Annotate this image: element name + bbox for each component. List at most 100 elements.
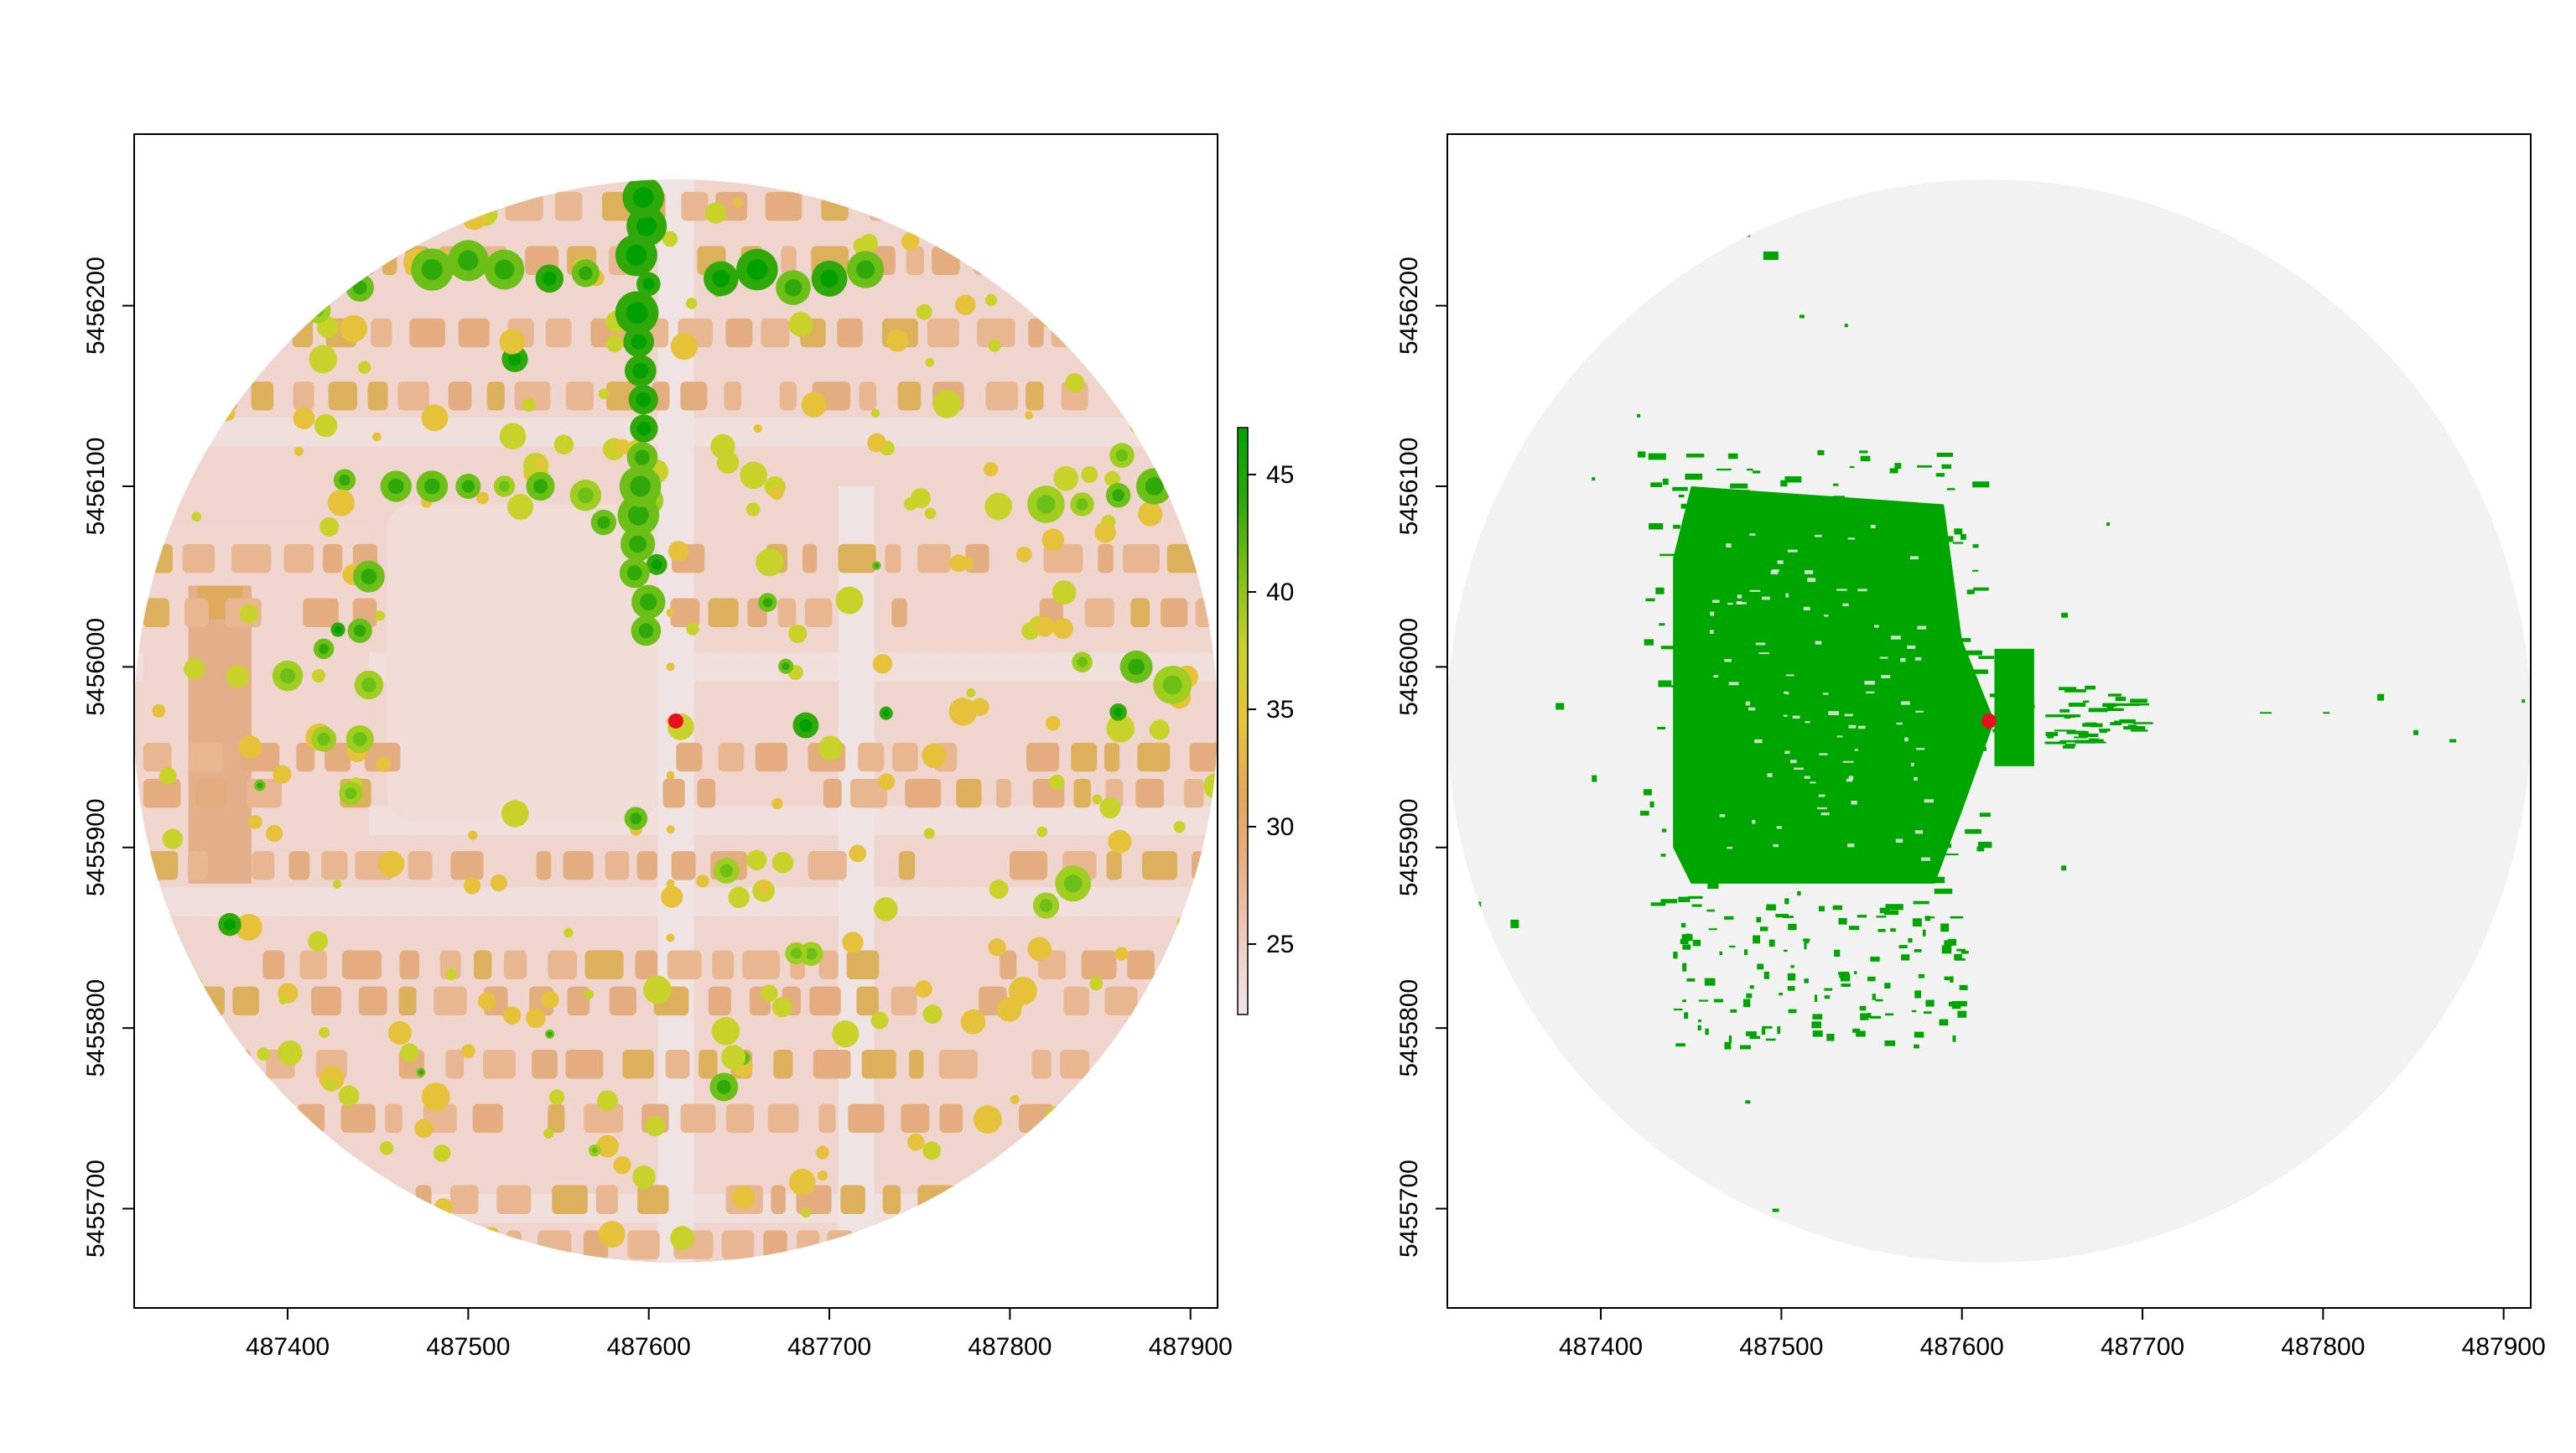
tree-crown — [636, 421, 652, 436]
hidden-gap — [1805, 721, 1810, 724]
visible-fragment — [1713, 550, 1731, 558]
house — [855, 1275, 880, 1304]
tree — [801, 392, 827, 418]
tree — [444, 968, 458, 981]
visible-fragment — [1903, 567, 1913, 572]
visible-fragment — [1909, 797, 1914, 803]
hidden-gap — [1773, 843, 1779, 848]
tree — [1041, 528, 1065, 552]
tree — [704, 202, 727, 224]
tree-crown — [1114, 1153, 1125, 1165]
visible-streak — [2064, 744, 2076, 746]
tree-crown — [1145, 477, 1164, 496]
tree — [526, 1008, 546, 1029]
hidden-gap — [1727, 602, 1733, 605]
visible-streak — [2078, 730, 2089, 735]
house — [850, 778, 887, 808]
visible-fragment — [1914, 599, 1925, 603]
tree — [1173, 821, 1186, 833]
house — [1208, 318, 1218, 348]
tree — [645, 1116, 666, 1137]
visible-fragment — [1966, 650, 1982, 656]
visible-fragment — [1742, 999, 1751, 1008]
visible-fragment — [1900, 662, 1906, 665]
tree-crown — [345, 787, 357, 800]
house — [341, 950, 382, 979]
house — [143, 246, 177, 275]
visible-fragment — [1840, 973, 1851, 982]
tree — [332, 155, 340, 163]
hidden-gap — [1895, 838, 1903, 843]
house — [380, 191, 404, 221]
house — [777, 598, 797, 627]
house — [1140, 381, 1176, 411]
tree — [973, 1105, 1002, 1134]
tree — [414, 1118, 434, 1139]
visible-fragment — [1734, 548, 1742, 555]
legend-colorbar — [1237, 427, 1249, 1015]
tree — [1008, 994, 1024, 1010]
visible-streak — [2123, 726, 2146, 730]
tree-crown — [579, 266, 593, 281]
visible-fragment — [1739, 867, 1758, 870]
visible-fragment — [1809, 851, 1816, 857]
visible-fragment — [1919, 835, 1926, 841]
visible-fragment — [1886, 859, 1901, 867]
visible-fragment — [1941, 464, 1951, 470]
tree — [1036, 826, 1048, 838]
visible-streak — [2101, 708, 2124, 712]
house — [1057, 246, 1097, 275]
hidden-gap — [1823, 615, 1829, 617]
visible-fragment — [1875, 999, 1883, 1002]
house — [767, 1103, 799, 1134]
tree — [319, 1027, 330, 1038]
legend-tick-label: 25 — [1266, 931, 1294, 958]
tree — [1131, 1232, 1158, 1259]
visible-fragment — [1805, 833, 1814, 836]
visible-fragment — [1940, 682, 1949, 688]
house — [196, 986, 225, 1016]
house — [283, 543, 314, 573]
tree — [631, 179, 662, 184]
visible-fragment — [1723, 624, 1737, 628]
y-tick-label: 5456100 — [82, 438, 110, 536]
house — [754, 1275, 788, 1304]
house — [548, 1103, 565, 1134]
tree-crown — [1114, 708, 1123, 717]
visible-fragment — [1805, 821, 1812, 827]
visible-fragment — [1859, 450, 1868, 454]
visible-fragment — [1753, 693, 1766, 698]
tree — [1204, 343, 1218, 356]
visible-fragment — [1711, 656, 1728, 662]
tree-crown — [712, 269, 730, 288]
tree-crown — [352, 732, 367, 746]
visible-streak — [2115, 697, 2127, 702]
house — [977, 318, 1015, 348]
house — [143, 1050, 174, 1079]
house — [358, 986, 387, 1016]
hidden-gap — [1874, 625, 1879, 628]
visible-fragment — [1673, 952, 1678, 959]
tree — [705, 1285, 724, 1305]
visible-fragment — [1860, 1013, 1869, 1020]
tree — [872, 654, 893, 674]
visible-fragment — [1766, 904, 1776, 911]
house — [1043, 543, 1083, 573]
visible-fragment — [1692, 939, 1701, 947]
visible-fragment — [1934, 888, 1953, 895]
hidden-gap — [1816, 807, 1827, 810]
visible-fragment — [1911, 1009, 1917, 1013]
house — [622, 1050, 654, 1079]
tree — [929, 134, 952, 157]
visible-fragment — [1978, 746, 1987, 751]
visible-fragment — [1935, 473, 1945, 477]
visible-fragment — [1951, 1001, 1961, 1009]
house — [223, 1230, 241, 1259]
visible-fragment — [1856, 1030, 1866, 1037]
visible-fragment — [1832, 496, 1846, 500]
tree — [757, 880, 771, 894]
house — [1195, 598, 1218, 627]
visible-fragment — [1826, 636, 1834, 641]
visible-fragment — [1679, 727, 1691, 731]
visible-fragment — [1672, 486, 1688, 491]
